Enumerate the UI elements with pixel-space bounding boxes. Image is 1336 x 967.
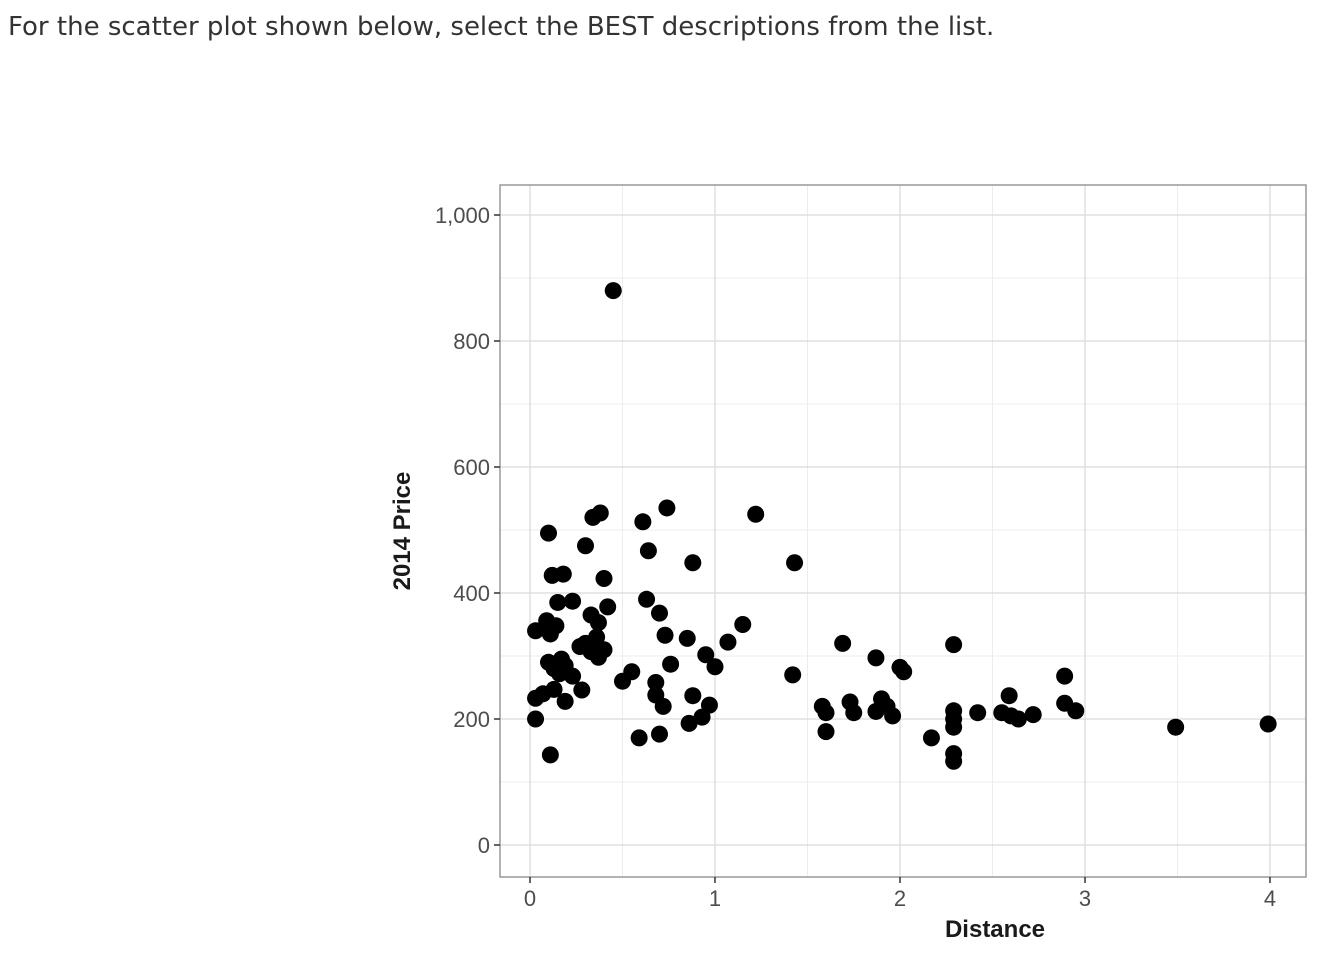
data-point [591, 504, 609, 522]
y-tick-label: 0 [478, 833, 490, 858]
data-point [1056, 667, 1074, 685]
data-point [817, 723, 835, 741]
x-axis-title: Distance [945, 916, 1045, 943]
data-point [678, 629, 696, 647]
data-point [654, 697, 672, 715]
data-point [834, 634, 852, 652]
data-point [1259, 715, 1277, 733]
chart-grid [500, 185, 1306, 877]
data-point [554, 565, 572, 583]
data-point [706, 658, 724, 676]
y-tick-label: 800 [453, 329, 490, 354]
x-tick-label: 2 [894, 886, 906, 911]
data-point [786, 554, 804, 572]
data-point [656, 626, 674, 644]
data-point [734, 616, 752, 633]
data-point [589, 648, 607, 666]
y-axis-title: 2014 Price [389, 472, 416, 591]
data-point [1009, 710, 1027, 728]
data-point [945, 636, 963, 654]
question-prompt: For the scatter plot shown below, select… [8, 12, 995, 42]
data-point [573, 681, 591, 699]
data-point [527, 622, 545, 640]
x-axis: 0 1 2 3 4 [524, 877, 1276, 911]
data-point [541, 746, 559, 764]
data-point [684, 687, 702, 705]
data-point [527, 689, 545, 707]
data-point [527, 710, 545, 728]
data-point [697, 646, 715, 664]
y-axis: 0 200 400 600 800 1,000 [435, 203, 500, 858]
data-point [747, 505, 765, 523]
data-point [634, 513, 652, 531]
data-point [1000, 687, 1018, 705]
data-point [684, 554, 702, 572]
data-point [945, 718, 963, 736]
data-point [540, 524, 557, 542]
data-point [564, 667, 582, 685]
data-point [784, 666, 802, 684]
data-point [551, 665, 569, 683]
y-tick-label: 600 [453, 455, 490, 480]
data-point [884, 707, 902, 725]
data-point [969, 704, 987, 722]
data-point [604, 282, 622, 300]
data-point [595, 570, 613, 588]
data-point [541, 625, 559, 643]
data-point [719, 633, 737, 651]
data-point [658, 499, 676, 517]
data-point [895, 663, 913, 681]
y-tick-label: 200 [453, 707, 490, 732]
x-tick-label: 3 [1079, 886, 1091, 911]
x-tick-label: 1 [709, 886, 721, 911]
data-point [867, 649, 885, 667]
data-point [638, 590, 656, 608]
data-point [564, 592, 582, 610]
data-point [630, 729, 648, 747]
x-tick-label: 0 [524, 886, 536, 911]
data-point [845, 704, 863, 722]
data-point [614, 672, 631, 690]
data-point [589, 614, 607, 632]
data-point [556, 692, 574, 710]
data-point [647, 673, 665, 691]
y-tick-label: 1,000 [435, 203, 490, 228]
data-point [599, 598, 617, 616]
data-point [549, 593, 567, 611]
data-points [527, 282, 1277, 770]
x-tick-label: 4 [1264, 886, 1276, 911]
y-tick-label: 400 [453, 581, 490, 606]
data-point [817, 704, 835, 722]
data-point [639, 542, 657, 560]
data-point [1167, 718, 1185, 736]
data-point [680, 714, 698, 732]
plot-frame [499, 184, 1307, 878]
data-point [1024, 706, 1042, 724]
data-point [945, 752, 963, 770]
data-point [651, 604, 668, 622]
data-point [693, 708, 711, 726]
data-point [922, 729, 940, 747]
data-point [651, 725, 668, 743]
data-point [577, 537, 594, 555]
data-point [1067, 702, 1085, 720]
data-point [662, 655, 680, 673]
